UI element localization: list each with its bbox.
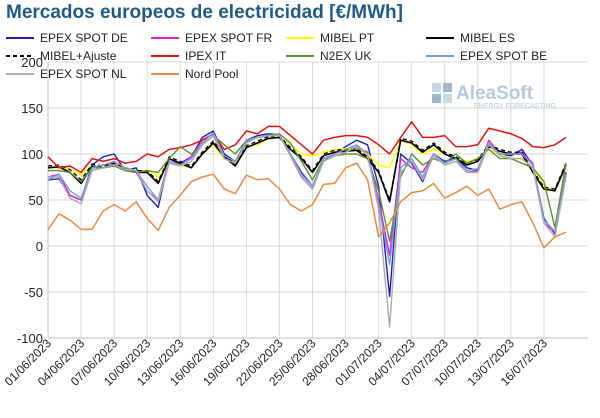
series-line-8	[48, 134, 567, 328]
series-line-0	[47, 130, 567, 298]
y-tick-label: 50	[29, 193, 43, 208]
y-tick-label: 200	[21, 55, 43, 70]
legend-label-4: MIBEL+Ajuste	[40, 49, 117, 63]
y-tick-label: 150	[21, 101, 43, 116]
y-tick-label: 0	[36, 239, 43, 254]
watermark-logo: AleaSoft ENERGY FORECASTING	[432, 83, 556, 110]
y-tick-label: -100	[17, 331, 43, 346]
legend-label-6: N2EX UK	[320, 49, 371, 63]
watermark-tagline: ENERGY FORECASTING	[474, 103, 556, 110]
legend-label-1: EPEX SPOT FR	[185, 31, 272, 45]
watermark-square-3	[432, 94, 441, 103]
watermark-square-4	[443, 94, 452, 103]
legend-label-7: EPEX SPOT BE	[460, 49, 547, 63]
series-line-6	[48, 133, 567, 243]
legend-label-9: Nord Pool	[185, 67, 238, 81]
watermark-brand: AleaSoft	[456, 83, 534, 104]
legend: EPEX SPOT DE EPEX SPOT FR MIBEL PT MIBEL ES…	[6, 31, 547, 81]
legend-label-5: IPEX IT	[185, 49, 227, 63]
watermark-square-1	[432, 83, 441, 92]
grid-layer	[47, 61, 588, 339]
series-line-5	[47, 121, 567, 174]
series-line-9	[47, 162, 567, 249]
series-layer	[47, 121, 567, 328]
legend-label-0: EPEX SPOT DE	[40, 31, 128, 45]
legend-label-2: MIBEL PT	[320, 31, 375, 45]
watermark-square-2	[443, 83, 452, 92]
y-tick-label: -50	[24, 285, 43, 300]
y-tick-label: 100	[21, 147, 43, 162]
chart-title: Mercados europeos de electricidad [€/MWh…	[6, 2, 403, 23]
series-line-1	[47, 133, 567, 256]
legend-label-3: MIBEL ES	[460, 31, 515, 45]
series-line-7	[47, 132, 567, 266]
legend-label-8: EPEX SPOT NL	[40, 67, 127, 81]
